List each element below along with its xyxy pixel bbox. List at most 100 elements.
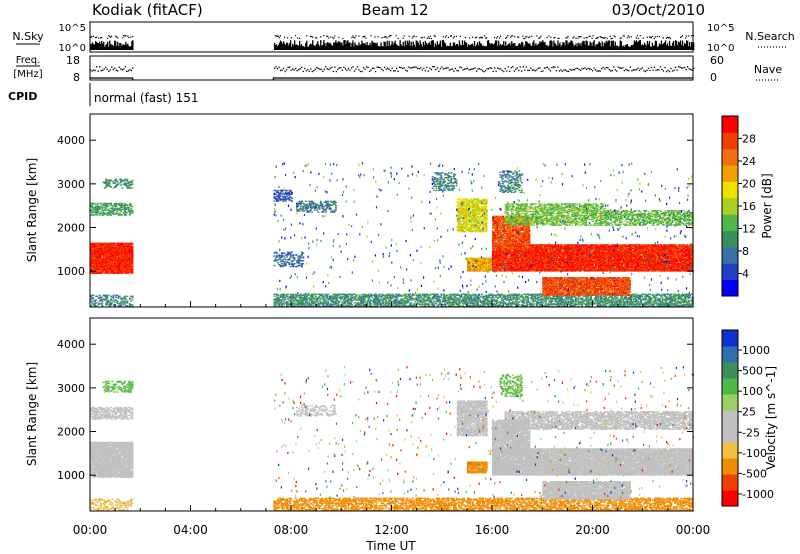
search-noise-dot [391,35,392,36]
nave-dot [340,67,341,68]
scatter-cell [276,305,278,306]
scatter-cell [113,295,115,296]
search-noise-dot [603,37,604,38]
nave-dot [357,66,358,67]
scatter-cell [437,294,439,295]
scatter-cell [487,298,489,299]
nave-dot [114,68,115,69]
scatter-cell [295,302,297,303]
scatter-cell [130,300,132,301]
search-noise-dot [93,36,94,37]
nave-dot [129,69,130,70]
search-noise-dot [531,36,532,37]
nave-dot [102,70,103,71]
scatter-cell [327,301,329,302]
nave-dot [468,69,469,70]
nave-dot [628,70,629,71]
search-noise-dot [529,36,530,37]
nave-dot [652,70,653,71]
search-noise-dot [605,37,606,38]
nave-dot [105,67,106,68]
search-noise-dot [323,35,324,36]
scatter-cell [115,179,117,180]
search-noise-dot [681,36,682,37]
nave-dot [324,69,325,70]
search-noise-dot [691,35,692,36]
nave-dot [499,68,500,69]
nave-dot [366,66,367,67]
nave-dot [527,70,528,71]
nave-dot [591,69,592,70]
scatter-cell [521,295,523,296]
search-noise-dot [430,36,431,37]
scatter-cell [405,294,407,295]
scatter-cell [110,186,112,187]
nave-dot [541,71,542,72]
nave-dot [312,71,313,72]
nave-dot [609,69,610,70]
search-noise-dot [539,37,540,38]
scatter-cell [132,206,134,207]
scatter-cell [101,302,103,303]
search-noise-dot [584,38,585,39]
nave-dot [598,70,599,71]
freq-tick-bottom: 8 [73,71,80,84]
scatter-cell [285,298,287,299]
scatter-cell [339,301,341,302]
search-noise-dot [398,38,399,39]
scatter-cell [439,301,441,302]
nave-dot [536,69,537,70]
search-noise-dot [686,36,687,37]
search-noise-dot [428,36,429,37]
scatter-cell [282,190,284,191]
nave-dot [107,69,108,70]
scatter-cell [108,206,110,207]
nave-dot [123,68,124,69]
nave-dot [636,69,637,70]
nave-dot [515,69,516,70]
nave-dot [384,67,385,68]
nave-dot [597,71,598,72]
scatter-cell [290,190,292,191]
date-title: 03/Oct/2010 [612,1,705,19]
nave-dot [502,70,503,71]
scatter-cell [304,210,306,211]
nave-dot [462,69,463,70]
nave-dot [461,67,462,68]
nave-dot [622,67,623,68]
scatter-cell [132,243,134,244]
cpid-value: normal (fast) 151 [94,91,198,105]
nave-dot [337,69,338,70]
scatter-cell [356,295,358,296]
scatter-cell [302,260,304,261]
search-noise-dot [116,36,117,37]
search-noise-dot [651,37,652,38]
search-noise-dot [355,35,356,36]
nave-dot [455,68,456,69]
nave-dot [392,68,393,69]
scatter-cell [110,214,112,215]
nave-dot [351,67,352,68]
scatter-cell [561,297,563,298]
search-noise-dot [374,36,375,37]
search-noise-dot [456,36,457,37]
search-noise-dot [387,37,388,38]
scatter-cell [126,296,128,297]
nave-dot [396,68,397,69]
search-noise-dot [330,36,331,37]
nave-dot [389,69,390,70]
search-noise-dot [117,37,118,38]
search-noise-dot [522,36,523,37]
search-noise-dot [554,37,555,38]
nave-dot [542,70,543,71]
nave-dot [375,71,376,72]
nave-dot [627,70,628,71]
nave-dot [304,68,305,69]
nave-dot [640,68,641,69]
scatter-cell [320,298,322,299]
nave-dot [101,70,102,71]
nave-dot [687,66,688,67]
scatter-cell [278,254,280,255]
nave-dot [566,71,567,72]
scatter-cell [335,209,337,210]
